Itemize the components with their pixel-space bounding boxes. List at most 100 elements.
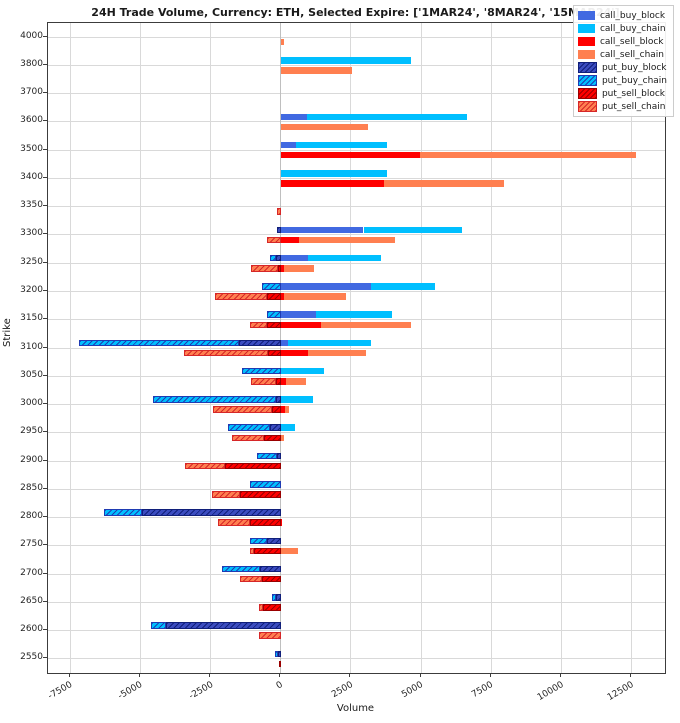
bar-segment-call_sell_chain [280, 67, 353, 74]
bar-segment-put_sell_chain [211, 491, 241, 498]
y-gridline [48, 36, 665, 38]
y-tick-label: 3700 [20, 87, 43, 98]
y-tick-mark [43, 629, 47, 631]
bar-segment-call_buy_block [280, 113, 308, 121]
bar-segment-put_buy_chain [271, 594, 276, 601]
y-gridline [48, 517, 665, 519]
bar-segment-put_sell_block [240, 491, 281, 498]
bar-segment-put_sell_block [266, 293, 281, 300]
y-tick-mark [43, 92, 47, 94]
x-tick-label: 0 [274, 680, 285, 692]
y-tick-mark [43, 374, 47, 376]
y-gridline [48, 460, 665, 462]
bar-segment-call_sell_block [280, 378, 287, 385]
bar-segment-put_buy_block [238, 339, 281, 347]
bar-segment-put_sell_chain [232, 434, 264, 442]
bar-segment-put_buy_block [275, 594, 281, 601]
x-axis-tick-marks [47, 673, 664, 678]
x-tick-label: 7500 [470, 680, 496, 701]
x-tick-mark [279, 673, 281, 677]
x-tick-label: 2500 [330, 680, 355, 701]
bar-segment-put_buy_block [270, 424, 281, 431]
y-tick-label: 2650 [20, 595, 43, 606]
bar-segment-put_sell_block [263, 434, 281, 442]
x-tick-mark [139, 673, 141, 677]
x-tick-label: 5000 [400, 680, 426, 701]
bar-segment-put_sell_block [266, 321, 281, 329]
legend-label: call_sell_block [599, 36, 664, 47]
y-tick-label: 3000 [20, 398, 43, 409]
y-tick-label: 2800 [20, 511, 43, 522]
y-tick-label: 2550 [20, 652, 43, 663]
x-tick-label: -5000 [116, 680, 145, 702]
bar-segment-put_buy_chain [269, 254, 277, 262]
bar-segment-put_sell_chain [250, 265, 278, 272]
bar-segment-call_buy_block [280, 283, 371, 290]
x-tick-label: -2500 [187, 680, 215, 702]
y-gridline [48, 488, 665, 490]
y-gridline [48, 149, 665, 151]
bar-segment-put_buy_chain [242, 367, 281, 375]
x-tick-label: 10000 [535, 680, 566, 703]
y-tick-label: 2850 [20, 482, 43, 493]
bar-segment-put_buy_block [276, 452, 281, 460]
y-gridline [48, 347, 665, 349]
bar-segment-call_buy_chain [287, 339, 371, 347]
legend-label: put_sell_block [601, 88, 665, 99]
bar-segment-call_buy_block [280, 339, 288, 347]
x-tick-mark [559, 673, 561, 677]
legend-label: put_buy_chain [601, 75, 667, 86]
y-tick-mark [43, 544, 47, 546]
bar-segment-put_sell_chain [214, 293, 267, 300]
bar-segment-put_buy_block [277, 650, 281, 658]
bar-segment-call_sell_block [280, 151, 420, 159]
x-axis-tick-labels: -7500 -5000 -2500 0 2500 5000 7500 10000 12500 [47, 678, 664, 703]
legend-label: call_buy_chain [599, 23, 666, 34]
bar-segment-put_buy_chain [266, 311, 281, 318]
y-tick-mark [43, 403, 47, 405]
y-tick-mark [43, 346, 47, 348]
bar-segment-put_buy_block [165, 622, 281, 629]
x-tick-mark [349, 673, 351, 677]
y-tick-mark [43, 600, 47, 602]
bar-segment-put_buy_chain [256, 452, 277, 460]
bar-segment-put_buy_block [266, 537, 281, 545]
x-tick-mark [419, 673, 421, 677]
y-gridline [48, 432, 665, 434]
bar-segment-call_sell_chain [286, 378, 306, 385]
y-tick-mark [43, 318, 47, 320]
bar-segment-call_sell_chain [280, 38, 284, 46]
bar-segment-put_buy_chain [79, 339, 239, 347]
legend-label: put_buy_block [601, 62, 667, 73]
bar-segment-call_buy_chain [296, 141, 388, 149]
bar-segment-put_sell_chain [276, 208, 281, 215]
y-tick-label: 3200 [20, 284, 43, 295]
y-gridline [48, 375, 665, 377]
legend-item-put_buy_chain: put_buy_chain [577, 74, 667, 87]
y-tick-label: 3100 [20, 341, 43, 352]
legend-label: put_sell_chain [601, 101, 666, 112]
bar-segment-call_sell_block [280, 349, 309, 357]
bar-segment-put_buy_block [276, 226, 281, 234]
legend-swatch-call_sell_chain [577, 50, 595, 59]
bar-segment-put_sell_chain [249, 547, 255, 555]
legend-swatch-put_buy_block [577, 62, 597, 73]
plot-area [47, 22, 666, 674]
y-tick-mark [43, 233, 47, 235]
bar-segment-call_buy_chain [280, 424, 295, 431]
bar-segment-call_sell_chain [308, 349, 367, 357]
y-tick-mark [43, 63, 47, 65]
y-tick-label: 2700 [20, 567, 43, 578]
legend-swatch-call_buy_chain [577, 24, 595, 33]
y-tick-label: 3150 [20, 313, 43, 324]
bar-segment-put_buy_block [141, 509, 281, 516]
bar-segment-put_buy_block [276, 396, 281, 403]
legend-item-put_buy_block: put_buy_block [577, 61, 667, 74]
bar-segment-call_sell_block [280, 321, 322, 329]
legend-item-call_sell_chain: call_sell_chain [577, 48, 667, 61]
y-tick-label: 3600 [20, 115, 43, 126]
y-gridline [48, 64, 665, 66]
y-axis-title: Strike [2, 318, 13, 347]
bar-segment-put_sell_block [261, 575, 281, 583]
bar-segment-put_buy_chain [221, 565, 260, 573]
